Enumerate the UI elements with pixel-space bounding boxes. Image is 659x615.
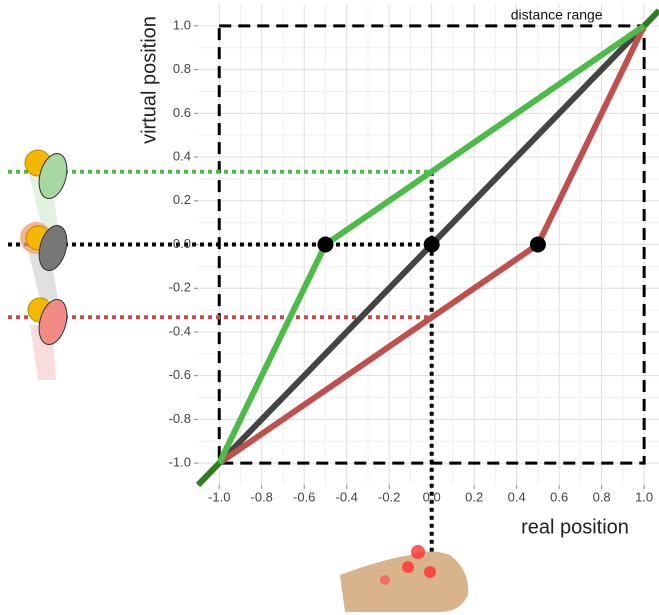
grid [194, 4, 659, 489]
hand-image [340, 545, 469, 612]
y-tick-label: 0.6 [173, 105, 191, 120]
x-tick-label: -0.4 [336, 489, 358, 504]
x-tick-label: -0.8 [251, 489, 273, 504]
y-tick-label: -0.2 [169, 280, 191, 295]
point [317, 236, 334, 253]
x-tick-label: 0.6 [550, 489, 568, 504]
point [529, 236, 546, 253]
y-tick-label: -0.8 [169, 411, 191, 426]
x-tick-label: -0.6 [293, 489, 315, 504]
y-tick-label: -1.0 [169, 455, 191, 470]
marks [8, 8, 659, 560]
x-tick-label: 1.0 [635, 489, 653, 504]
y-tick-label: 0.0 [173, 236, 191, 251]
avatar-green [24, 149, 68, 228]
y-tick-label: 0.2 [173, 192, 191, 207]
x-tick-label: 0.4 [508, 489, 526, 504]
x-tick-label: -1.0 [208, 489, 230, 504]
y-tick-label: -0.6 [169, 367, 191, 382]
point [423, 236, 440, 253]
x-tick-label: 0.0 [423, 489, 441, 504]
x-tick-label: 0.8 [593, 489, 611, 504]
x-tick-label: -0.2 [378, 489, 400, 504]
y-tick-label: 0.8 [173, 61, 191, 76]
y-tick-label: 1.0 [173, 17, 191, 32]
series-line [641, 8, 659, 28]
avatar-gray [20, 222, 68, 300]
x-axis-label: real position [521, 516, 629, 538]
y-tick-label: -0.4 [169, 323, 191, 338]
y-tick-label: 0.4 [173, 148, 191, 163]
x-tick-label: 0.2 [465, 489, 483, 504]
series-line [195, 461, 222, 488]
range-box-label: distance range [511, 7, 603, 23]
y-axis-label: virtual position [138, 16, 160, 144]
avatar-red [27, 297, 68, 380]
